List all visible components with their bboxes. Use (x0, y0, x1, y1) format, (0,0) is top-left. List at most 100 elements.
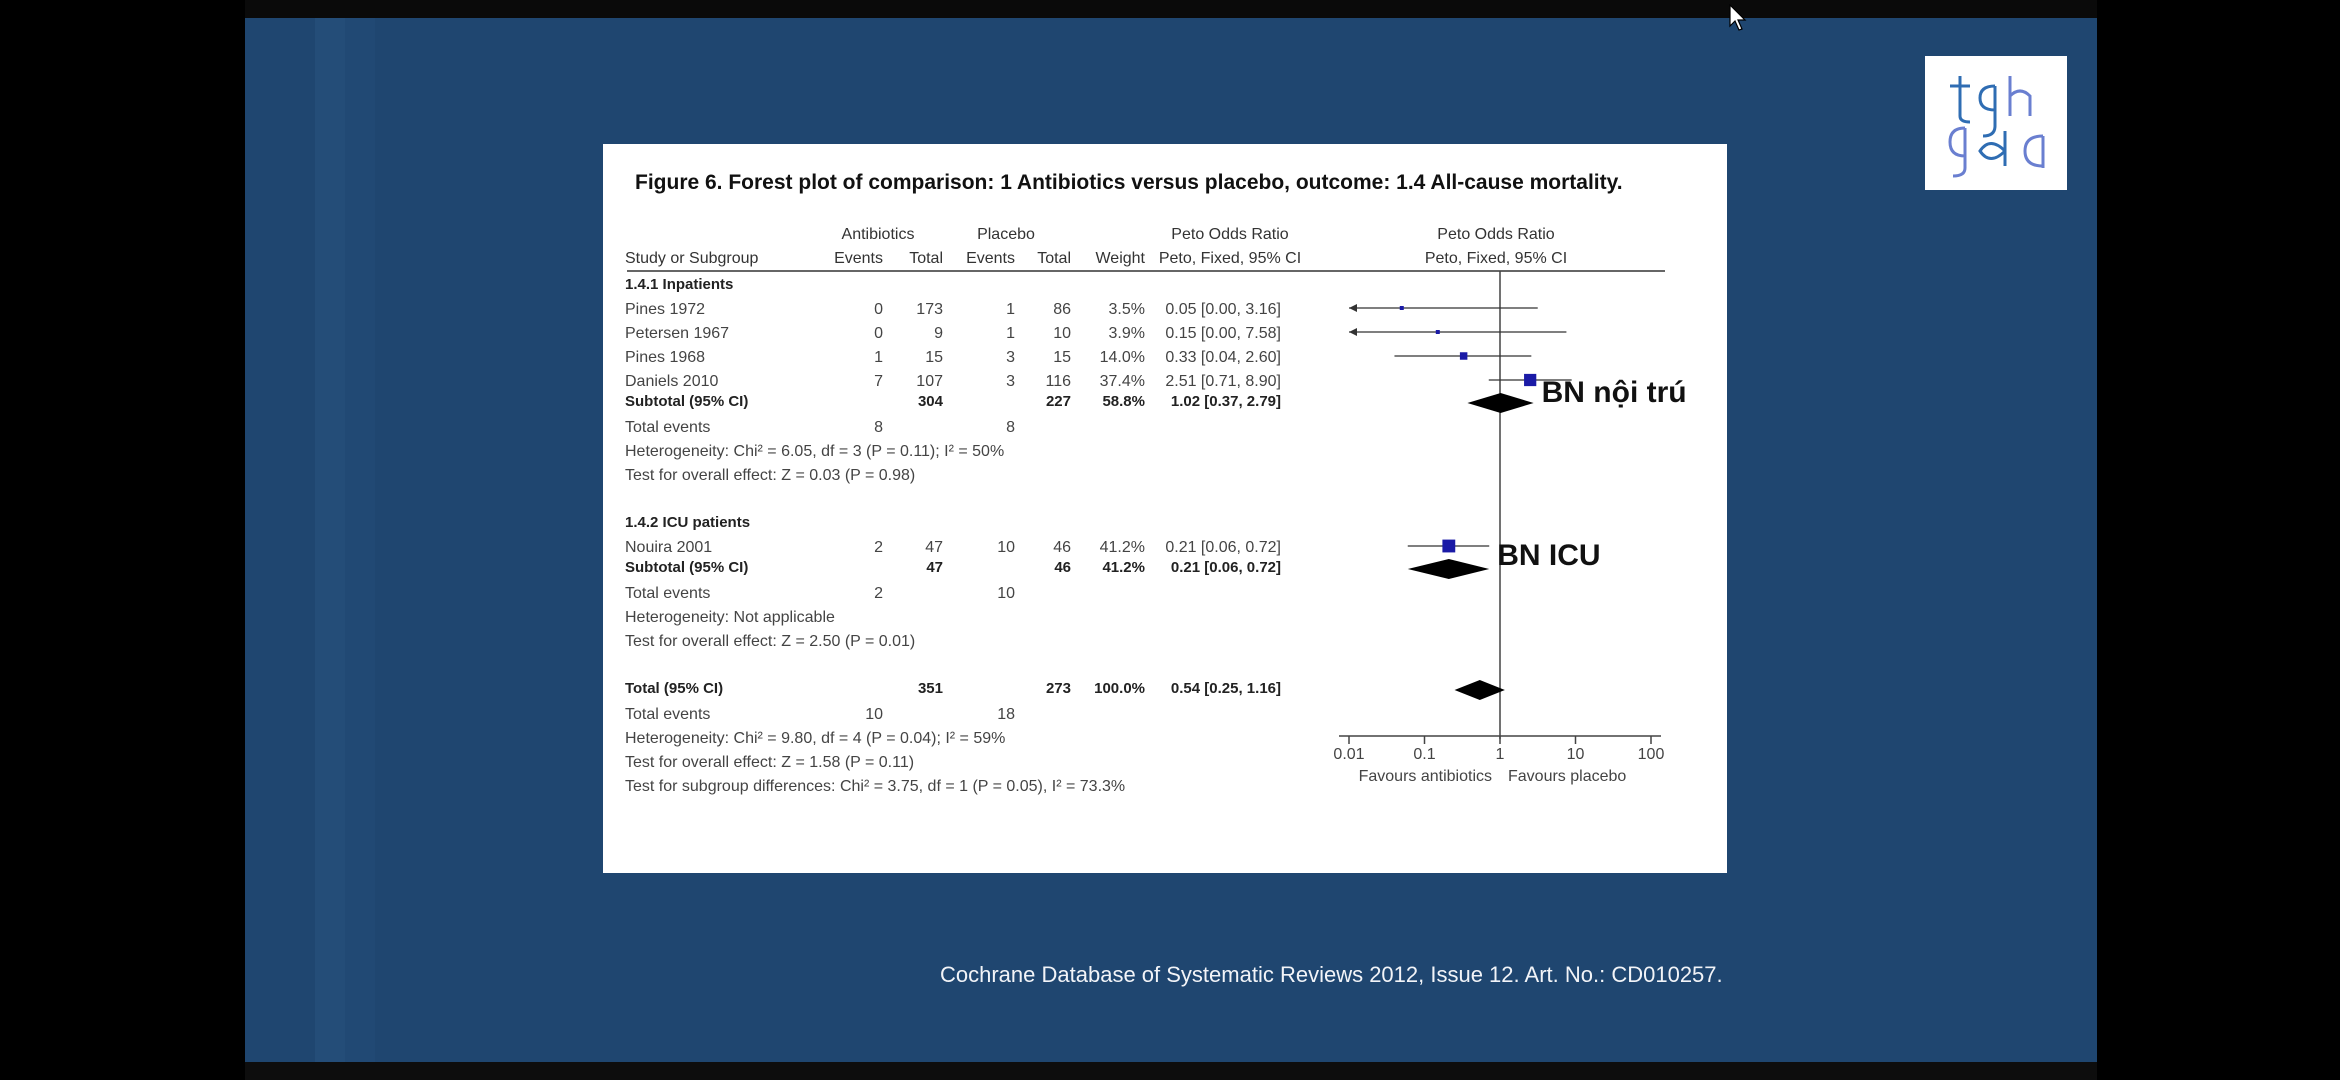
header-peto-or: Peto Odds Ratio (1171, 226, 1289, 243)
header-study: Study or Subgroup (625, 250, 759, 267)
header-antibiotics: Antibiotics (842, 226, 915, 243)
total-events-pl: 18 (997, 706, 1015, 723)
ab-total: 47 (925, 539, 943, 556)
pl-total: 15 (1053, 349, 1071, 366)
subtotal-weight: 41.2% (1102, 559, 1145, 576)
ci-text: 2.51 [0.71, 8.90] (1165, 373, 1281, 390)
pl-total: 10 (1053, 325, 1071, 342)
weight: 3.5% (1109, 301, 1145, 318)
total-ci: 0.54 [0.25, 1.16] (1171, 680, 1281, 697)
x-tick-label: 10 (1567, 746, 1585, 763)
figure-title: Figure 6. Forest plot of comparison: 1 A… (635, 171, 1623, 194)
top-black-bar (245, 0, 2097, 18)
slide-stripe (345, 18, 375, 1062)
pl-events: 1 (1006, 325, 1015, 342)
subtotal-pl-total: 227 (1046, 393, 1071, 410)
ci-text: 0.33 [0.04, 2.60] (1165, 349, 1281, 366)
total-ab-total: 351 (918, 680, 943, 697)
pl-events: 3 (1006, 373, 1015, 390)
ab-events: 0 (874, 325, 883, 342)
total-events-label: Total events (625, 585, 710, 602)
forest-plot-svg: Figure 6. Forest plot of comparison: 1 A… (625, 171, 1687, 795)
pl-total: 116 (1045, 373, 1071, 390)
header-placebo: Placebo (977, 226, 1035, 243)
overall-effect: Test for overall effect: Z = 0.03 (P = 0… (625, 467, 915, 484)
pl-events: 10 (997, 539, 1015, 556)
total-events-ab: 2 (874, 585, 883, 602)
ci-arrow (1349, 328, 1357, 336)
heterogeneity-total: Heterogeneity: Chi² = 9.80, df = 4 (P = … (625, 730, 1005, 747)
subtotal-ci: 0.21 [0.06, 0.72] (1171, 559, 1281, 576)
x-tick-label: 1 (1496, 746, 1505, 763)
weight: 37.4% (1100, 373, 1145, 390)
ci-text: 0.15 [0.00, 7.58] (1165, 325, 1281, 342)
pl-events: 1 (1006, 301, 1015, 318)
ab-events: 1 (874, 349, 883, 366)
study-marker (1435, 330, 1440, 334)
total-events-pl: 10 (997, 585, 1015, 602)
total-events-label: Total events (625, 706, 710, 723)
header-peto-or-plot: Peto Odds Ratio (1437, 226, 1555, 243)
subtotal-diamond (1407, 559, 1490, 579)
subtotal-ab-total: 47 (926, 559, 943, 576)
header-weight: Weight (1095, 250, 1145, 267)
header-ab-events: Events (834, 250, 883, 267)
header-ab-total: Total (909, 250, 943, 267)
subtotal-label: Subtotal (95% CI) (625, 393, 748, 410)
total-events-pl: 8 (1006, 419, 1015, 436)
total-events-label: Total events (625, 419, 710, 436)
weight: 3.9% (1109, 325, 1145, 342)
logo-graphic (1948, 76, 2045, 178)
citation-text: Cochrane Database of Systematic Reviews … (940, 962, 1723, 987)
ci-arrow (1349, 304, 1357, 312)
subgroup-heading: 1.4.1 Inpatients (625, 276, 733, 293)
total-events-ab: 10 (865, 706, 883, 723)
header-peto-fixed-plot: Peto, Fixed, 95% CI (1425, 250, 1567, 267)
pl-events: 3 (1006, 349, 1015, 366)
favours-right-label: Favours placebo (1508, 768, 1626, 785)
header-pl-total: Total (1037, 250, 1071, 267)
subgroup-heading: 1.4.2 ICU patients (625, 514, 750, 531)
overall-effect-total: Test for overall effect: Z = 1.58 (P = 0… (625, 754, 914, 771)
subgroup-differences: Test for subgroup differences: Chi² = 3.… (625, 778, 1125, 795)
pl-total: 46 (1053, 539, 1071, 556)
ab-total: 173 (916, 301, 943, 318)
total-pl-total: 273 (1046, 680, 1071, 697)
heterogeneity: Heterogeneity: Chi² = 6.05, df = 3 (P = … (625, 443, 1004, 460)
ab-total: 9 (934, 325, 943, 342)
subtotal-weight: 58.8% (1102, 393, 1145, 410)
weight: 41.2% (1100, 539, 1145, 556)
ab-total: 107 (916, 373, 943, 390)
annotation-label: BN nội trú (1542, 376, 1687, 409)
x-tick-label: 100 (1638, 746, 1665, 763)
study-marker (1524, 373, 1537, 387)
bottom-bar (245, 1062, 2097, 1080)
total-label: Total (95% CI) (625, 680, 723, 697)
ab-events: 2 (874, 539, 883, 556)
subtotal-ab-total: 304 (918, 393, 944, 410)
slide-stripe (315, 18, 345, 1062)
subtotal-label: Subtotal (95% CI) (625, 559, 748, 576)
ci-text: 0.21 [0.06, 0.72] (1165, 539, 1281, 556)
forest-plot-figure: Figure 6. Forest plot of comparison: 1 A… (603, 144, 1727, 873)
ab-events: 0 (874, 301, 883, 318)
total-diamond (1454, 680, 1505, 700)
pl-total: 86 (1053, 301, 1071, 318)
x-tick-label: 0.1 (1413, 746, 1435, 763)
annotation-label: BN ICU (1497, 539, 1600, 572)
subtotal-ci: 1.02 [0.37, 2.79] (1171, 393, 1281, 410)
subtotal-pl-total: 46 (1054, 559, 1071, 576)
study-name: Daniels 2010 (625, 373, 719, 390)
header-peto-fixed: Peto, Fixed, 95% CI (1159, 250, 1301, 267)
ab-events: 7 (874, 373, 883, 390)
study-marker (1399, 306, 1404, 310)
mouse-cursor-icon (1729, 4, 1747, 31)
total-events-ab: 8 (874, 419, 883, 436)
study-name: Petersen 1967 (625, 325, 729, 342)
header-pl-events: Events (966, 250, 1015, 267)
study-name: Nouira 2001 (625, 539, 712, 556)
study-name: Pines 1968 (625, 349, 705, 366)
study-marker (1459, 352, 1468, 360)
study-name: Pines 1972 (625, 301, 705, 318)
ab-total: 15 (925, 349, 943, 366)
